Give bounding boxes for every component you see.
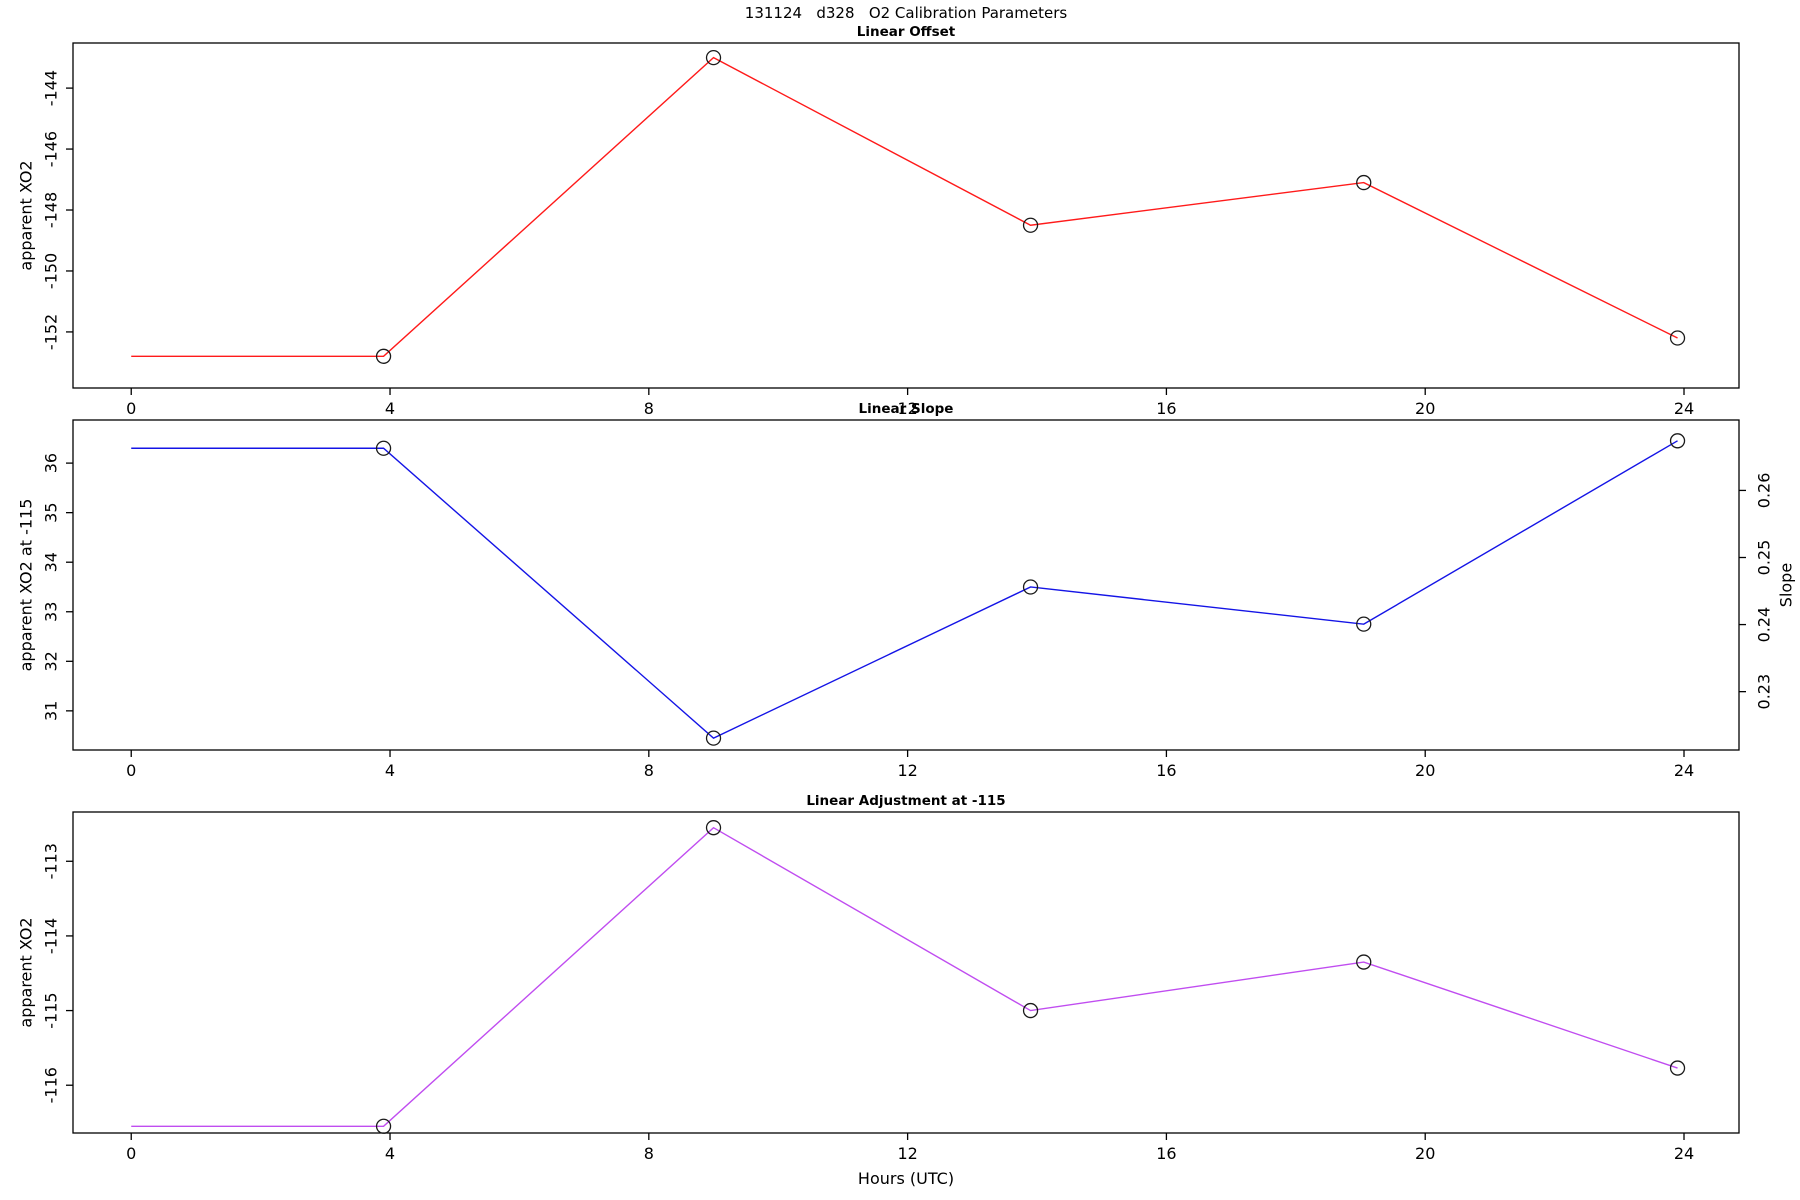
chart-title-linear-slope: Linear Slope (858, 401, 954, 417)
x-tick-label: 20 (1415, 399, 1435, 418)
data-point-marker (705, 820, 722, 836)
chart-title-linear-adjustment: Linear Adjustment at -115 (806, 793, 1006, 809)
y-tick-label: 32 (42, 651, 61, 671)
y2-tick-label: 0.26 (1755, 473, 1774, 509)
data-point-marker (375, 348, 392, 364)
y2-tick-label: 0.25 (1755, 540, 1774, 576)
data-point-marker (1022, 1002, 1039, 1019)
data-point-marker (1356, 616, 1372, 632)
y-tick-label: 36 (42, 453, 61, 473)
x-tick-label: 12 (897, 761, 917, 780)
x-tick-label: 24 (1674, 761, 1694, 780)
plot-frame (72, 811, 1740, 1134)
data-point-marker (375, 1118, 392, 1134)
x-tick-label: 0 (126, 761, 136, 780)
y-tick-label: 33 (42, 602, 61, 622)
y2-tick-label: 0.23 (1755, 674, 1774, 710)
x-tick-label: 4 (385, 761, 395, 780)
plot-frame (72, 42, 1740, 389)
y2-tick-label: 0.24 (1755, 607, 1774, 643)
y-axis-label: apparent XO2 (17, 917, 36, 1027)
data-point-marker (705, 730, 722, 746)
x-tick-label: 20 (1415, 761, 1435, 780)
y-tick-label: 35 (42, 502, 61, 522)
y-tick-label: 31 (42, 701, 61, 721)
page-title: 131124 d328 O2 Calibration Parameters (744, 4, 1068, 22)
data-point-marker (1022, 579, 1039, 595)
y-tick-label: -152 (42, 314, 61, 350)
y-tick-label: -113 (42, 843, 61, 879)
x-tick-label: 0 (126, 399, 136, 418)
x-tick-label: 8 (644, 761, 654, 780)
data-line (131, 56, 1678, 358)
y-tick-label: 34 (42, 552, 61, 572)
y-axis-label: apparent XO2 at -115 (17, 499, 36, 672)
data-point-marker (1356, 174, 1372, 191)
data-point-marker (1356, 954, 1372, 970)
x-tick-label: 4 (385, 1144, 395, 1163)
x-tick-label: 20 (1415, 1144, 1435, 1163)
x-axis-label: Hours (UTC) (858, 1169, 954, 1188)
x-tick-label: 24 (1674, 399, 1694, 418)
x-tick-label: 8 (644, 1144, 654, 1163)
x-tick-label: 16 (1156, 761, 1176, 780)
x-tick-label: 16 (1156, 399, 1176, 418)
y-tick-label: -115 (42, 992, 61, 1028)
data-line (131, 440, 1678, 739)
y2-axis-label: Slope (1777, 563, 1796, 607)
plot-frame (72, 419, 1740, 751)
x-tick-label: 4 (385, 399, 395, 418)
y-tick-label: -144 (42, 70, 61, 106)
chart-title-linear-offset: Linear Offset (856, 24, 956, 40)
data-point-marker (375, 440, 392, 456)
x-tick-label: 12 (897, 399, 917, 418)
data-line (131, 826, 1678, 1127)
data-point-marker (1022, 217, 1039, 233)
y-axis-label: apparent XO2 (17, 160, 36, 270)
y-tick-label: -114 (42, 918, 61, 954)
x-tick-label: 8 (644, 399, 654, 418)
x-tick-label: 24 (1674, 1144, 1694, 1163)
y-tick-label: -146 (42, 131, 61, 167)
data-point-marker (1669, 1060, 1686, 1076)
data-point-marker (705, 49, 722, 66)
data-point-marker (1669, 330, 1686, 346)
y-tick-label: -116 (42, 1067, 61, 1103)
x-tick-label: 16 (1156, 1144, 1176, 1163)
y-tick-label: -148 (42, 192, 61, 228)
x-tick-label: 0 (126, 1144, 136, 1163)
data-point-marker (1669, 433, 1686, 449)
x-tick-label: 12 (897, 1144, 917, 1163)
y-tick-label: -150 (42, 253, 61, 289)
